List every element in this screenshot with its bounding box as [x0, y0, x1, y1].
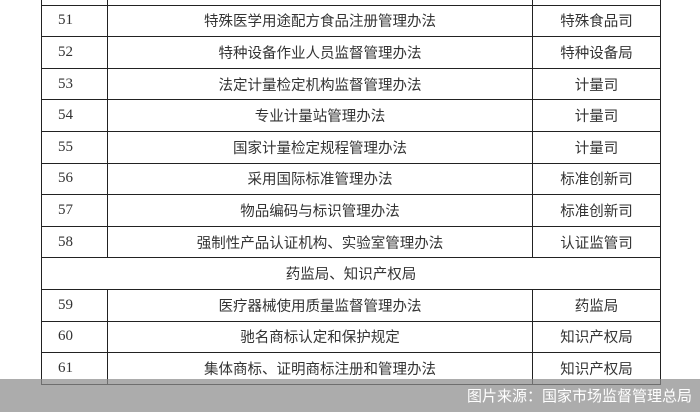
department: 标准创新司	[532, 194, 661, 227]
department: 药监局	[532, 288, 661, 322]
image-source-caption: 图片来源：国家市场监督管理总局	[466, 387, 692, 405]
table-row: 60 驰名商标认定和保护规定 知识产权局	[41, 320, 661, 354]
row-number: 55	[41, 130, 108, 164]
department: 认证监管司	[532, 225, 661, 259]
regulation-name: 专业计量站管理办法	[107, 99, 533, 132]
regulation-name: 医疗器械使用质量监督管理办法	[107, 288, 533, 322]
row-number: 58	[41, 225, 108, 259]
regulations-table: 51 特殊医学用途配方食品注册管理办法 特殊食品司 52 特种设备作业人员监督管理办法特…	[41, 0, 661, 385]
regulation-name: 物品编码与标识管理办法	[107, 194, 533, 227]
row-number: 60	[41, 320, 108, 354]
row-number: 57	[41, 194, 108, 227]
table-row: 54 专业计量站管理办法 计量司	[41, 99, 661, 132]
table-row: 58 强制性产品认证机构、实验室管理办法 认证监管司	[41, 225, 661, 259]
table-row: 57 物品编码与标识管理办法 标准创新司	[41, 194, 661, 227]
department: 知识产权局	[532, 320, 661, 354]
row-number: 59	[41, 288, 108, 322]
caption-overlay: 图片来源：国家市场监督管理总局	[0, 379, 700, 412]
department: 计量司	[532, 130, 661, 164]
table-row: 52 特种设备作业人员监督管理办法 特种设备局	[41, 36, 661, 69]
row-number: 53	[41, 67, 108, 101]
section-heading: 药监局、知识产权局	[41, 257, 661, 290]
table-row: 59 医疗器械使用质量监督管理办法 药监局	[41, 288, 661, 322]
department: 标准创新司	[532, 162, 661, 196]
table-row: 53 法定计量检定机构监督管理办法 计量司	[41, 67, 661, 101]
department: 计量司	[532, 67, 661, 101]
regulation-name: 法定计量检定机构监督管理办法	[107, 67, 533, 101]
section-row: 药监局、知识产权局	[41, 257, 661, 290]
table-row: 55 国家计量检定规程管理办法 计量司	[41, 130, 661, 164]
department: 特种设备局	[532, 36, 661, 69]
department: 计量司	[532, 99, 661, 132]
regulation-name: 国家计量检定规程管理办法	[107, 130, 533, 164]
row-number: 51	[41, 4, 108, 38]
regulation-name: 特殊医学用途配方食品注册管理办法	[107, 4, 533, 38]
row-number: 52	[41, 36, 108, 69]
table-row: 51 特殊医学用途配方食品注册管理办法 特殊食品司	[41, 4, 661, 38]
regulation-name: 特种设备作业人员监督管理办法	[107, 36, 533, 69]
row-number: 56	[41, 162, 108, 196]
table-row: 56 采用国际标准管理办法 标准创新司	[41, 162, 661, 196]
department: 特殊食品司	[532, 4, 661, 38]
regulation-name: 驰名商标认定和保护规定	[107, 320, 533, 354]
row-number: 54	[41, 99, 108, 132]
regulation-name: 强制性产品认证机构、实验室管理办法	[107, 225, 533, 259]
regulation-name: 采用国际标准管理办法	[107, 162, 533, 196]
